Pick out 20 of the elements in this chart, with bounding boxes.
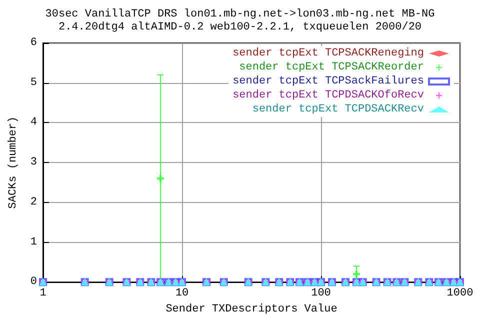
y-tick-label: 3 bbox=[30, 156, 37, 169]
y-tick-label: 1 bbox=[30, 236, 38, 248]
x-axis-title: Sender TXDescriptors Value bbox=[166, 304, 338, 316]
y-tick-label: 4 bbox=[30, 116, 38, 129]
chart-subtitle: 2.4.20dtg4 altAIMD-0.2 web100-2.2.1, txqueuelen 2000/20 bbox=[58, 22, 422, 34]
legend-label: sender tcpExt TCPSACKReneging bbox=[232, 48, 424, 60]
legend-label: sender tcpExt TCPDSACKRecv bbox=[252, 104, 424, 116]
chart-title: 30sec VanillaTCP DRS lon01.mb-ng.net->lon03.mb-ng.net MB-NG bbox=[45, 8, 435, 20]
y-tick-label: 2 bbox=[30, 196, 37, 208]
x-tick-label: 10 bbox=[175, 288, 189, 300]
x-tick-label: 1 bbox=[40, 288, 47, 300]
y-tick-label: 6 bbox=[30, 37, 37, 49]
x-tick-label: 100 bbox=[311, 288, 331, 300]
legend-label: sender tcpExt TCPSackFailures bbox=[232, 76, 424, 88]
legend-label: sender tcpExt TCPDSACKOfoRecv bbox=[232, 90, 424, 102]
x-tick-label: 1000 bbox=[446, 288, 474, 300]
legend-label: sender tcpExt TCPSACKReorder bbox=[239, 62, 424, 74]
y-tick-label: 5 bbox=[30, 76, 37, 89]
y-axis-title: SACKs (number) bbox=[8, 116, 20, 209]
y-tick-label: 0 bbox=[30, 276, 37, 288]
